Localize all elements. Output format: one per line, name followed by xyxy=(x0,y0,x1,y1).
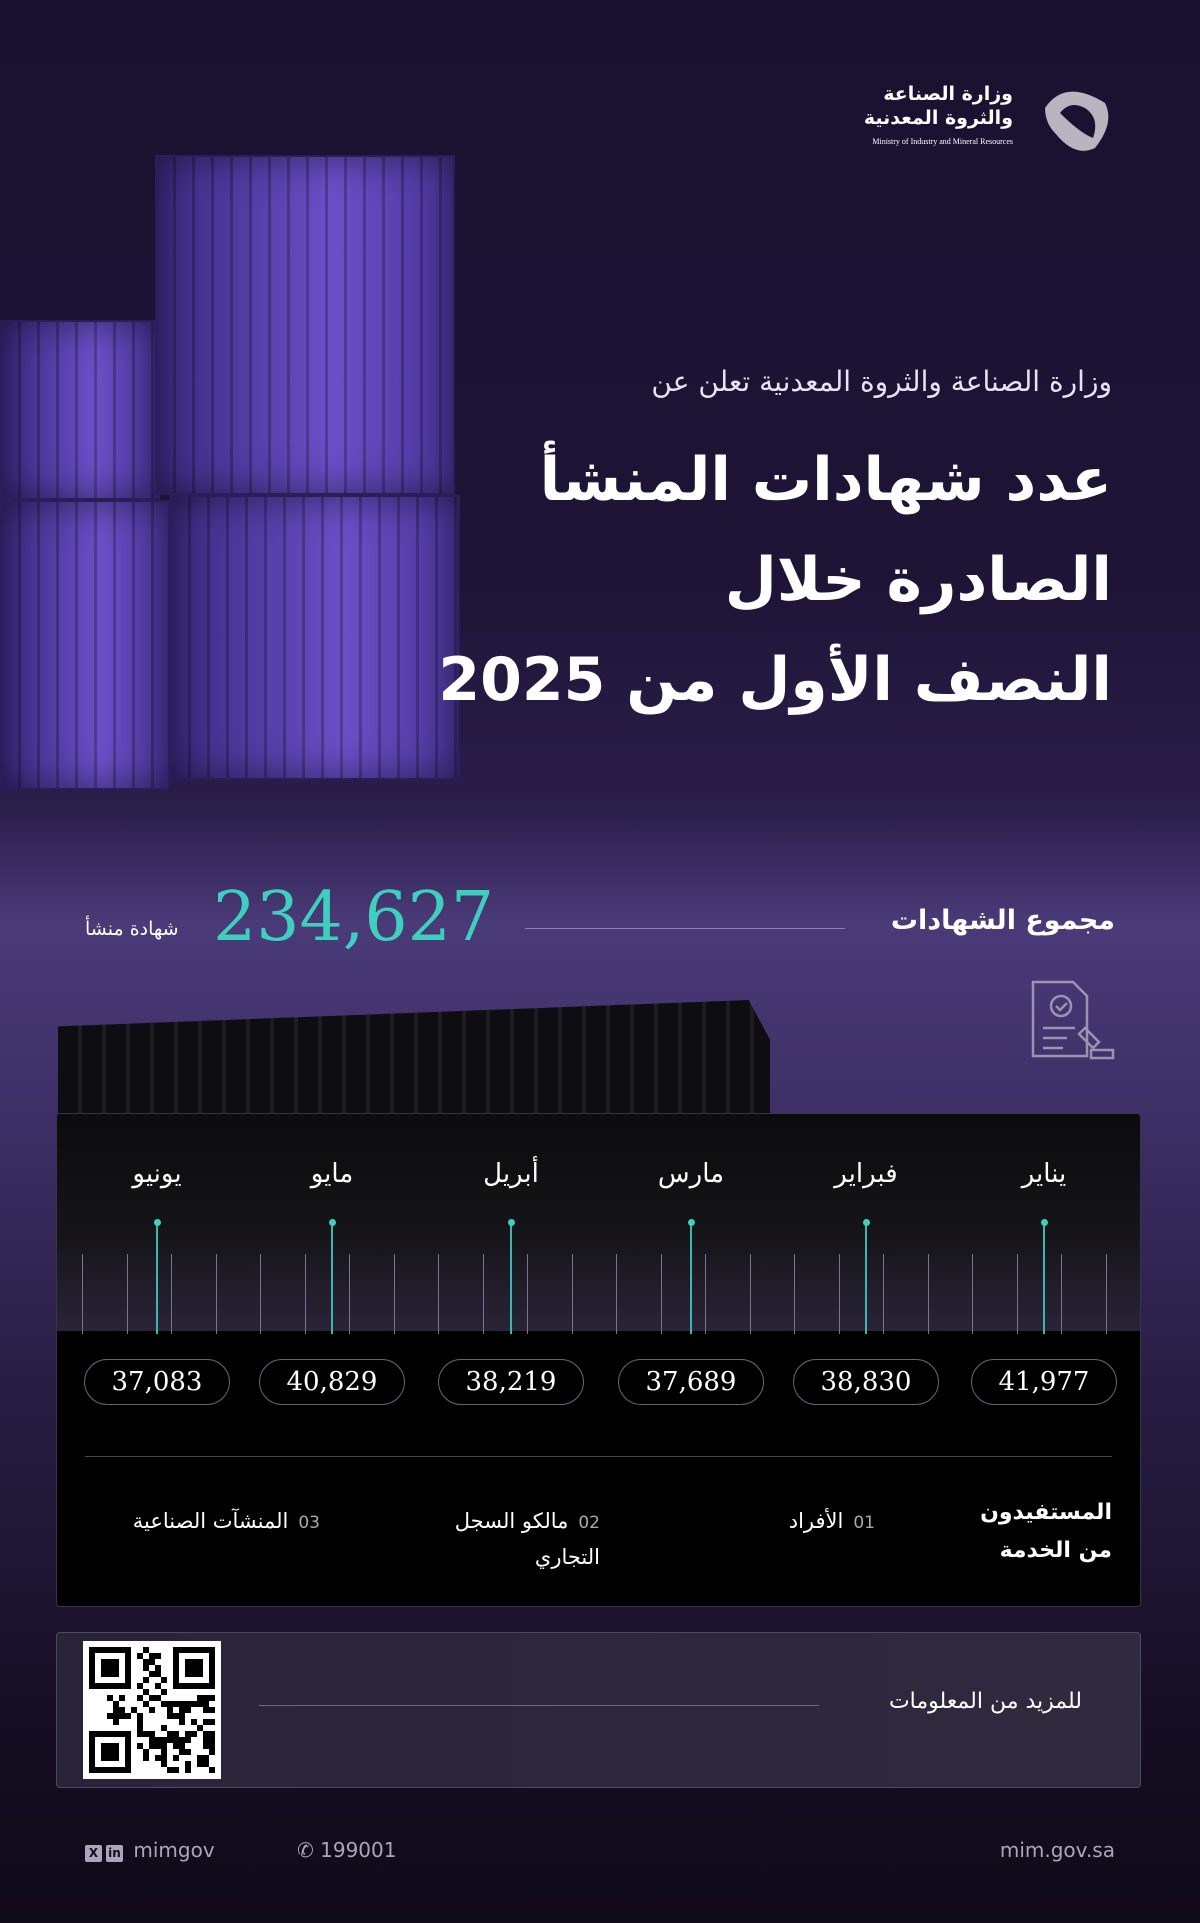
logo-mark-icon xyxy=(1045,91,1109,151)
tick xyxy=(1106,1254,1107,1334)
beneficiaries-title: المستفيدون من الخدمة xyxy=(980,1494,1112,1570)
divider xyxy=(85,1456,1112,1457)
logo-ar-line1: وزارة الصناعة xyxy=(883,83,1013,105)
tick xyxy=(1061,1254,1062,1334)
tick xyxy=(661,1254,662,1334)
month-marker-dot xyxy=(688,1219,695,1226)
beneficiary-item: 01 الأفراد xyxy=(685,1504,875,1540)
title-line: النصف الأول من 2025 xyxy=(438,645,1112,715)
month-label: يونيو xyxy=(132,1159,182,1189)
divider xyxy=(525,928,845,929)
item-label: الأفراد xyxy=(788,1509,844,1533)
logo-en: Ministry of Industry and Mineral Resourc… xyxy=(872,137,1013,146)
month-marker xyxy=(865,1224,867,1334)
month-value: 37,689 xyxy=(618,1359,764,1405)
tick xyxy=(928,1254,929,1334)
month-marker-dot xyxy=(1041,1219,1048,1226)
more-info-label: للمزيد من المعلومات xyxy=(888,1689,1082,1714)
beneficiaries-title-line: من الخدمة xyxy=(999,1538,1112,1563)
item-number: 02 xyxy=(578,1513,600,1533)
tick xyxy=(527,1254,528,1334)
beneficiary-item: 02مالكو السجل التجاري xyxy=(390,1504,600,1574)
tick xyxy=(216,1254,217,1334)
item-number: 01 xyxy=(853,1513,875,1533)
month-marker-dot xyxy=(329,1219,336,1226)
tick xyxy=(1017,1254,1018,1334)
month-value: 41,977 xyxy=(971,1359,1117,1405)
intro-text: وزارة الصناعة والثروة المعدنية تعلن عن xyxy=(651,365,1112,398)
more-info-box: للمزيد من المعلومات xyxy=(56,1632,1141,1788)
tick xyxy=(794,1254,795,1334)
tick xyxy=(483,1254,484,1334)
month-marker-dot xyxy=(863,1219,870,1226)
month-value: 38,830 xyxy=(793,1359,939,1405)
total-value: 234,627 xyxy=(213,878,495,957)
tick xyxy=(883,1254,884,1334)
month-marker xyxy=(1043,1224,1045,1334)
qr-code[interactable] xyxy=(83,1641,221,1779)
page-title: عدد شهادات المنشأ الصادرة خلال النصف الأ… xyxy=(438,430,1112,730)
tick xyxy=(349,1254,350,1334)
title-line: الصادرة خلال xyxy=(724,545,1112,615)
month-marker xyxy=(156,1224,158,1334)
tick xyxy=(82,1254,83,1334)
website-link[interactable]: mim.gov.sa xyxy=(999,1838,1115,1862)
month-marker-dot xyxy=(508,1219,515,1226)
tick xyxy=(839,1254,840,1334)
tick xyxy=(305,1254,306,1334)
tick xyxy=(127,1254,128,1334)
certificate-stamp-icon xyxy=(1031,980,1115,1060)
tick xyxy=(438,1254,439,1334)
total-unit: شهادة منشأ xyxy=(85,918,179,940)
month-marker xyxy=(331,1224,333,1334)
monthly-panel: يناير 41,977 فبراير 38,830 مارس 37,689 أبري… xyxy=(56,1113,1141,1607)
phone: ✆ 199001 xyxy=(297,1838,396,1862)
month-value: 40,829 xyxy=(259,1359,405,1405)
month-marker xyxy=(690,1224,692,1334)
month-label: مارس xyxy=(657,1159,725,1189)
tick xyxy=(972,1254,973,1334)
month-label: فبراير xyxy=(834,1159,898,1189)
month-label: مايو xyxy=(310,1159,354,1189)
tick xyxy=(171,1254,172,1334)
x-icon[interactable]: X xyxy=(85,1845,102,1862)
month-value: 37,083 xyxy=(84,1359,230,1405)
item-label: المنشآت الصناعية xyxy=(132,1509,289,1533)
month-label: أبريل xyxy=(483,1159,539,1189)
beneficiary-item: 03 المنشآت الصناعية xyxy=(80,1504,320,1540)
ministry-logo: وزارة الصناعة والثروة المعدنية Ministry … xyxy=(864,78,1115,158)
tick xyxy=(260,1254,261,1334)
tick xyxy=(572,1254,573,1334)
logo-text: وزارة الصناعة والثروة المعدنية Ministry … xyxy=(864,82,1013,154)
month-marker-dot xyxy=(154,1219,161,1226)
title-line: عدد شهادات المنشأ xyxy=(539,445,1112,515)
phone-icon: ✆ xyxy=(297,1838,314,1862)
total-label: مجموع الشهادات xyxy=(890,905,1115,936)
phone-number: 199001 xyxy=(320,1838,397,1862)
tick xyxy=(394,1254,395,1334)
tick xyxy=(750,1254,751,1334)
tick xyxy=(705,1254,706,1334)
divider xyxy=(259,1705,819,1706)
month-marker xyxy=(510,1224,512,1334)
logo-ar-line2: والثروة المعدنية xyxy=(863,107,1013,129)
social-handle: mimgov xyxy=(133,1838,215,1862)
beneficiaries-title-line: المستفيدون xyxy=(980,1500,1112,1525)
panel-backdrop xyxy=(57,1114,1140,1331)
linkedin-icon[interactable]: in xyxy=(106,1845,123,1862)
tick xyxy=(616,1254,617,1334)
item-number: 03 xyxy=(298,1513,320,1533)
month-value: 38,219 xyxy=(438,1359,584,1405)
month-label: يناير xyxy=(1021,1159,1067,1189)
item-label: مالكو السجل التجاري xyxy=(454,1509,600,1569)
